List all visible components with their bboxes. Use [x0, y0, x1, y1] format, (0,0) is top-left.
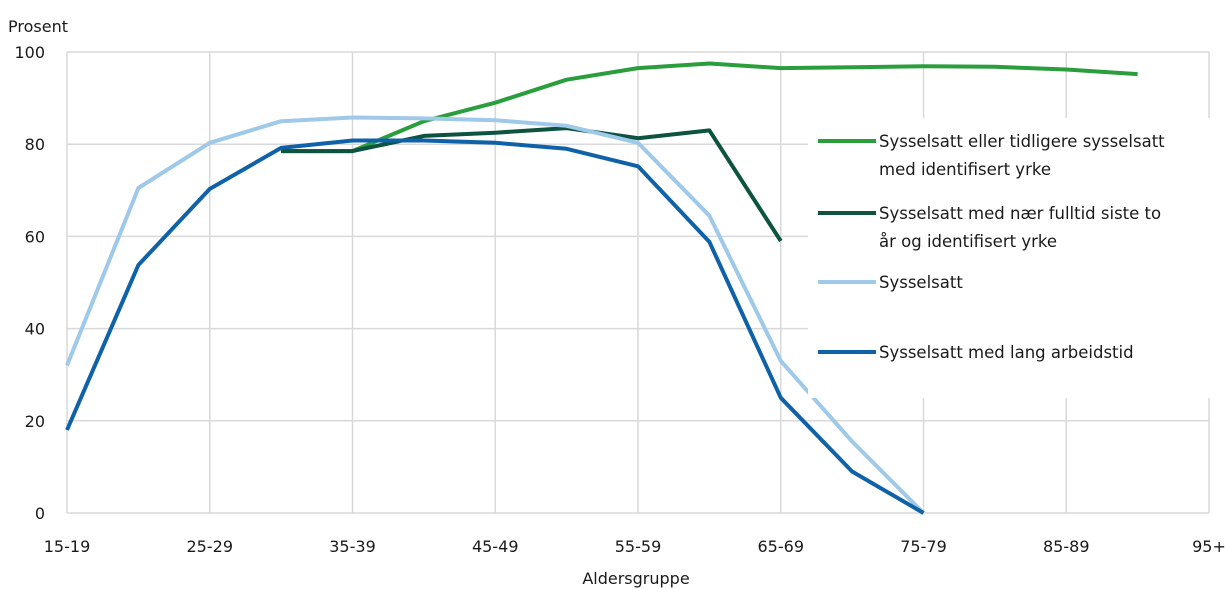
legend-label-2: år og identifisert yrke	[879, 232, 1057, 251]
y-tick-label: 20	[25, 412, 45, 431]
x-tick-label: 75-79	[900, 537, 947, 556]
x-tick-label: 85-89	[1043, 537, 1090, 556]
legend-box	[808, 118, 1225, 398]
y-axis-title: Prosent	[8, 17, 68, 36]
x-tick-label: 35-39	[329, 537, 376, 556]
legend-label-3: Sysselsatt	[879, 273, 963, 292]
series-line-4	[65, 138, 925, 515]
x-tick-label: 65-69	[758, 537, 805, 556]
x-tick-label: 55-59	[615, 537, 662, 556]
x-axis-title: Aldersgruppe	[582, 569, 689, 588]
x-tick-label: 45-49	[472, 537, 519, 556]
series-line-1	[281, 61, 1138, 154]
y-tick-label: 60	[25, 227, 45, 246]
x-tick-label: 95+	[1192, 537, 1225, 556]
x-tick-label: 25-29	[187, 537, 234, 556]
series-line-3	[65, 115, 925, 515]
legend-label-4: Sysselsatt med lang arbeidstid	[879, 343, 1134, 362]
y-tick-label: 80	[25, 135, 45, 154]
x-tick-labels: 15-19 25-29 35-39 45-49 55-59 65-69 75-79 85-89…	[44, 537, 1225, 556]
x-tick-label: 15-19	[44, 537, 91, 556]
legend-label-2: Sysselsatt med nær fulltid siste to	[879, 204, 1161, 223]
y-tick-label: 100	[14, 43, 45, 62]
y-tick-label: 40	[25, 320, 45, 339]
legend-label-1: med identifisert yrke	[879, 160, 1051, 179]
y-tick-label: 0	[35, 504, 45, 523]
legend-label-1: Sysselsatt eller tidligere sysselsatt	[879, 132, 1165, 151]
legend: Sysselsatt eller tidligere sysselsatt med…	[808, 118, 1225, 398]
series-lines	[65, 61, 1138, 515]
series-line-2	[281, 126, 783, 243]
y-tick-labels: 0 20 40 60 80 100	[14, 43, 45, 523]
